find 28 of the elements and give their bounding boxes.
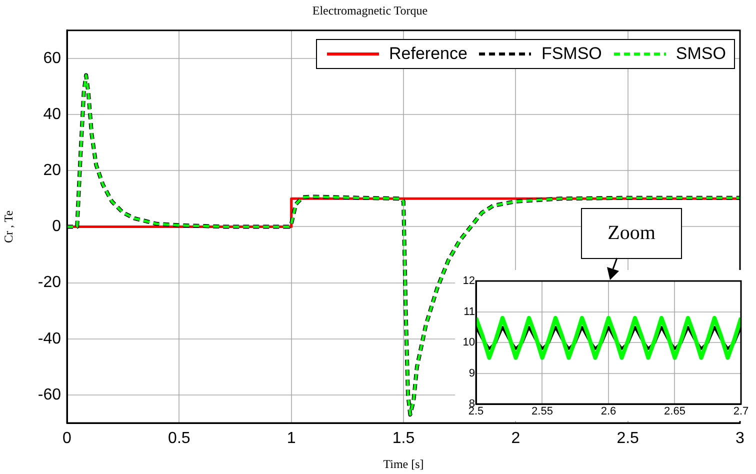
y-tick-label: 40 — [43, 106, 62, 123]
y-tick-label: 12 — [462, 275, 475, 288]
x-tick-label: 2.65 — [664, 406, 686, 418]
x-tick-label: 2.55 — [532, 406, 553, 418]
y-tick-label: -40 — [38, 330, 62, 348]
x-tick-label: 3 — [736, 430, 745, 448]
chart-title: Electromagnetic Torque — [312, 3, 428, 18]
y-tick-label: 60 — [43, 50, 62, 67]
x-tick-label: 0.5 — [168, 430, 190, 448]
x-tick-label: 2 — [511, 430, 520, 448]
legend-label: Reference — [389, 44, 468, 64]
x-tick-label: 1 — [286, 430, 296, 448]
y-tick-label: -60 — [38, 386, 62, 404]
legend-label: FSMSO — [541, 44, 602, 64]
y-tick-label: 20 — [43, 162, 62, 180]
y-tick-label: 0 — [52, 218, 62, 236]
y-axis-title: Cr , Te — [1, 210, 16, 244]
x-tick-label: 2.6 — [600, 406, 616, 418]
x-axis-title: Time [s] — [383, 456, 424, 471]
x-tick-label: 2.7 — [733, 406, 749, 418]
x-tick-label: 1.5 — [392, 430, 415, 448]
annotation: Zoom — [581, 208, 682, 259]
y-tick-label: 11 — [464, 306, 475, 318]
y-tick-label: -20 — [38, 274, 62, 292]
legend-label: SMSO — [676, 44, 726, 64]
y-tick-label: 10 — [462, 336, 475, 349]
y-tick-label: 9 — [468, 367, 475, 380]
x-tick-label: 2.5 — [616, 430, 640, 448]
